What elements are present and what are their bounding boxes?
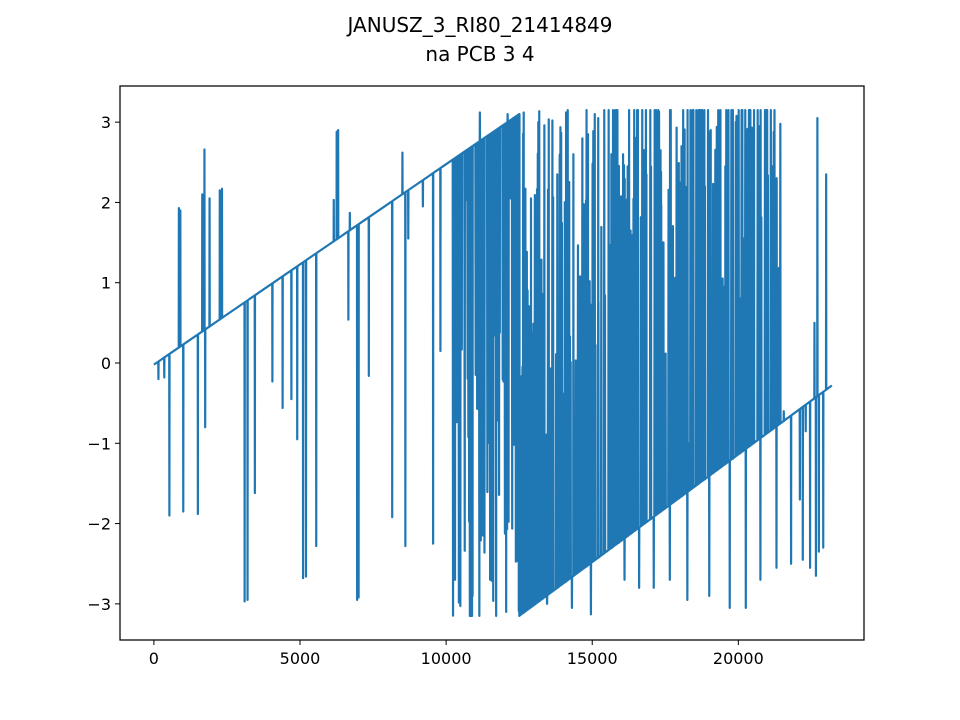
y-tick-label: 2	[101, 193, 111, 212]
x-tick-label: 10000	[421, 649, 472, 668]
y-tick-label: −3	[87, 595, 111, 614]
axes-frame	[119, 85, 865, 641]
y-tick-label: −2	[87, 515, 111, 534]
chart-subtitle: na PCB 3 4	[425, 42, 534, 66]
series-line	[153, 108, 833, 618]
y-tick-label: 3	[101, 113, 111, 132]
x-tick-label: 15000	[567, 649, 618, 668]
y-tick-label: 1	[101, 274, 111, 293]
x-tick-label: 0	[149, 649, 159, 668]
y-tick-label: −1	[87, 434, 111, 453]
x-tick-label: 20000	[713, 649, 764, 668]
y-tick-label: 0	[101, 354, 111, 373]
x-tick-label: 5000	[280, 649, 321, 668]
axis-ticks: 0 5000 10000 15000 20000 −3 −2 −1 0 1 2 3	[87, 113, 763, 668]
chart-title: JANUSZ_3_RI80_21414849	[346, 13, 613, 37]
plot-area	[153, 108, 833, 618]
